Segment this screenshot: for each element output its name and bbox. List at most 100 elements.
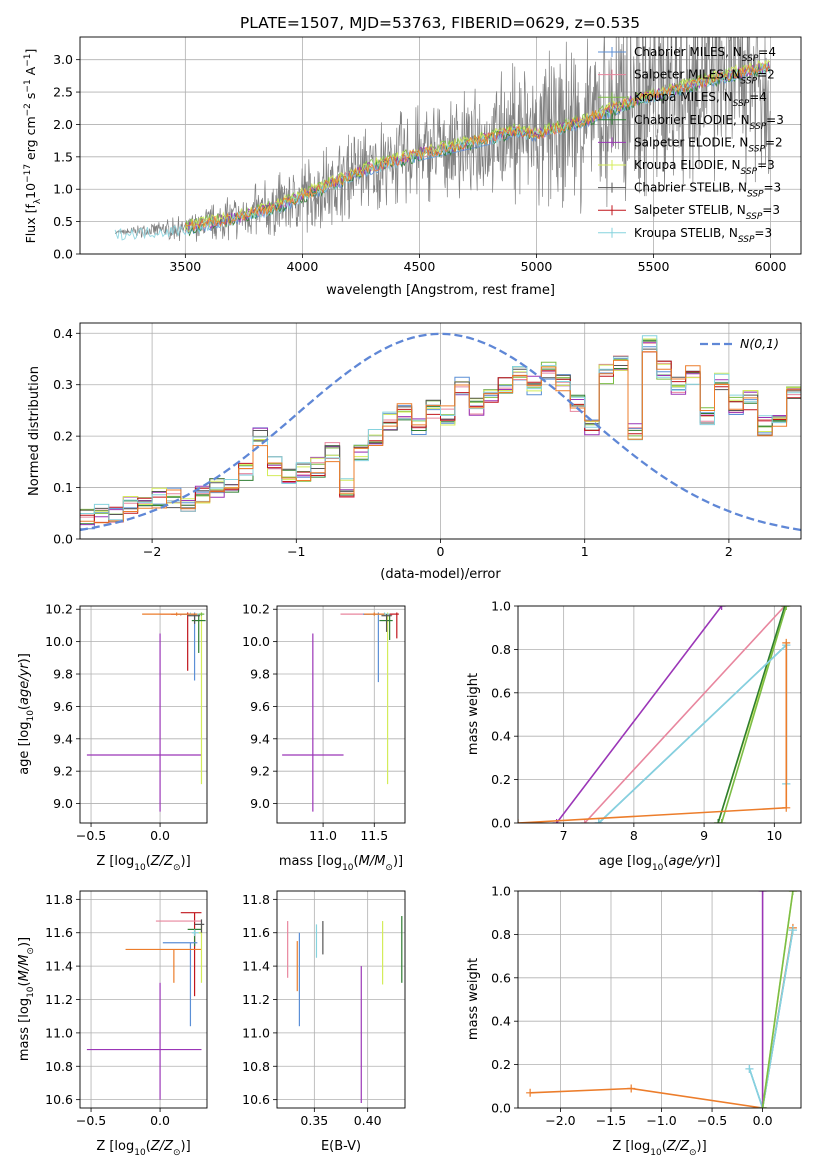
label-part: SSP	[738, 235, 755, 245]
label-part: =3	[766, 113, 784, 127]
label-part: age/yr	[17, 662, 32, 705]
y-tick-label: 0.6	[491, 970, 511, 985]
y-tick-label: 9.8	[250, 667, 270, 682]
label-part: Kroupa MILES, N	[634, 90, 733, 104]
label-part: ⊙	[173, 1148, 181, 1158]
label-part: Flux [f	[23, 204, 38, 244]
label-part: 10	[650, 1148, 662, 1158]
label-part: age [log	[17, 722, 32, 775]
y-tick-label: 10.0	[242, 634, 270, 649]
x-tick-label: 0.0	[150, 828, 170, 843]
histogram-step	[80, 351, 801, 523]
y-tick-label: 9.8	[53, 667, 73, 682]
weight-marker	[594, 819, 603, 823]
axes-frame	[517, 890, 802, 1109]
y-tick-label: 11.8	[45, 892, 73, 907]
x-tick-label: 2	[725, 544, 733, 559]
panels-layer: 3500 4000 4500 5000 5500 6000 0.0 0.5 1.0 1.5 2.0 2…	[17, 36, 802, 1158]
y-tick-label: 11.0	[45, 1025, 73, 1040]
weight-line	[748, 929, 794, 1108]
panel-weight_vs_Z: −2.0 −1.5 −1.0 −0.5 0.0 0.0 0.2 0.4 0.6 0.8 1.0 Z […	[466, 884, 802, 1158]
y-tick-label: 0.8	[491, 927, 511, 942]
axes-frame	[276, 890, 406, 1109]
axis-label: Chabrier ELODIE, NSSP=3	[634, 113, 784, 132]
axes-frame	[276, 605, 406, 824]
label-part: 10	[652, 863, 664, 873]
y-tick-label: 2.5	[53, 85, 73, 100]
y-tick-label: 1.0	[491, 884, 511, 899]
y-tick-label: 11.4	[45, 959, 73, 974]
y-tick-label: 0.4	[53, 326, 73, 341]
panel-mass_vs_ebv: 0.35 0.40 10.6 10.8 11.0 11.2 11.4 11.6 11.8 E(B-…	[242, 890, 406, 1154]
label-part: 10	[26, 710, 36, 722]
x-tick-label: 5000	[521, 259, 553, 274]
x-tick-label: 9	[700, 828, 708, 843]
label-part: ⊙	[173, 863, 181, 873]
axis-label: Chabrier MILES, NSSP=4	[634, 45, 776, 64]
plot-area	[80, 332, 801, 532]
y-tick-label: 0.4	[491, 729, 511, 744]
x-tick-label: 5500	[638, 259, 670, 274]
weight-marker	[714, 819, 723, 823]
label-part: s	[23, 93, 38, 104]
y-axis-label: Normed distribution	[27, 366, 42, 496]
x-tick-label: −1.5	[596, 1113, 626, 1128]
label-part: Chabrier MILES, N	[634, 45, 742, 59]
axes-frame	[79, 36, 802, 255]
panel-spectrum: 3500 4000 4500 5000 5500 6000 0.0 0.5 1.0 1.5 2.0 2…	[23, 36, 802, 298]
label-part: )]	[697, 1139, 707, 1154]
label-part: =4	[749, 90, 767, 104]
label-part: Salpeter STELIB, N	[634, 203, 746, 217]
axis-label: Chabrier STELIB, NSSP=3	[634, 181, 781, 200]
panel-residual_hist: −2 −1 0 1 2 0.0 0.1 0.2 0.3 0.4 N(0,1) (data-model)…	[27, 322, 802, 582]
observed-spectrum	[114, 37, 771, 242]
axis-label: Kroupa MILES, NSSP=4	[634, 90, 767, 109]
label-part: age [log	[599, 854, 652, 869]
label-part: (	[354, 854, 359, 869]
x-tick-label: 11.5	[360, 828, 388, 843]
y-tick-label: 10.6	[242, 1092, 270, 1107]
axis-label: mass [log10(M/M⊙)]	[279, 854, 403, 873]
y-axis-label: mass weight	[466, 958, 481, 1040]
plot-area	[282, 612, 399, 812]
histogram-step	[80, 339, 801, 525]
x-tick-label: −2	[143, 544, 161, 559]
y-tick-label: 0.0	[491, 816, 511, 831]
y-tick-label: 0.2	[491, 1057, 511, 1072]
axis-label: age [log10(age/yr)]	[599, 854, 721, 873]
label-part: =4	[758, 45, 776, 59]
weight-marker	[745, 1064, 754, 1073]
label-part: SSP	[742, 54, 759, 64]
y-tick-label: 10.8	[242, 1059, 270, 1074]
label-part: )]	[17, 653, 32, 663]
y-tick-label: 9.0	[53, 796, 73, 811]
y-tick-label: 0.2	[53, 429, 73, 444]
label-part: −2	[23, 103, 33, 116]
axis-label: Salpeter STELIB, NSSP=3	[634, 203, 780, 222]
label-part: −17	[23, 164, 33, 183]
y-tick-label: 10.8	[45, 1059, 73, 1074]
label-part: )]	[181, 854, 191, 869]
weight-line	[555, 606, 723, 823]
weight-marker	[627, 1084, 636, 1093]
x-tick-label: 11.0	[309, 828, 337, 843]
label-part: ]	[23, 49, 38, 54]
plot-area	[287, 916, 403, 1103]
x-tick-label: −1.0	[646, 1113, 676, 1128]
axis-label: Salpeter MILES, NSSP=2	[634, 68, 775, 87]
x-tick-label: −0.5	[76, 1113, 106, 1128]
y-tick-label: 1.0	[53, 182, 73, 197]
axis-label: Kroupa STELIB, NSSP=3	[634, 226, 772, 245]
label-part: Salpeter MILES, N	[634, 68, 741, 82]
weight-marker	[788, 926, 797, 935]
x-tick-label: 6000	[755, 259, 787, 274]
x-tick-label: 0.0	[150, 1113, 170, 1128]
y-tick-label: 11.2	[45, 992, 73, 1007]
axis-label: Flux [fλ10−17 erg cm−2 s−1 A−1]	[23, 49, 43, 244]
y-tick-label: 0.3	[53, 377, 73, 392]
label-part: (	[146, 1139, 151, 1154]
plot-area	[86, 612, 206, 812]
plot-area	[518, 606, 791, 823]
label-part: Kroupa STELIB, N	[634, 226, 738, 240]
